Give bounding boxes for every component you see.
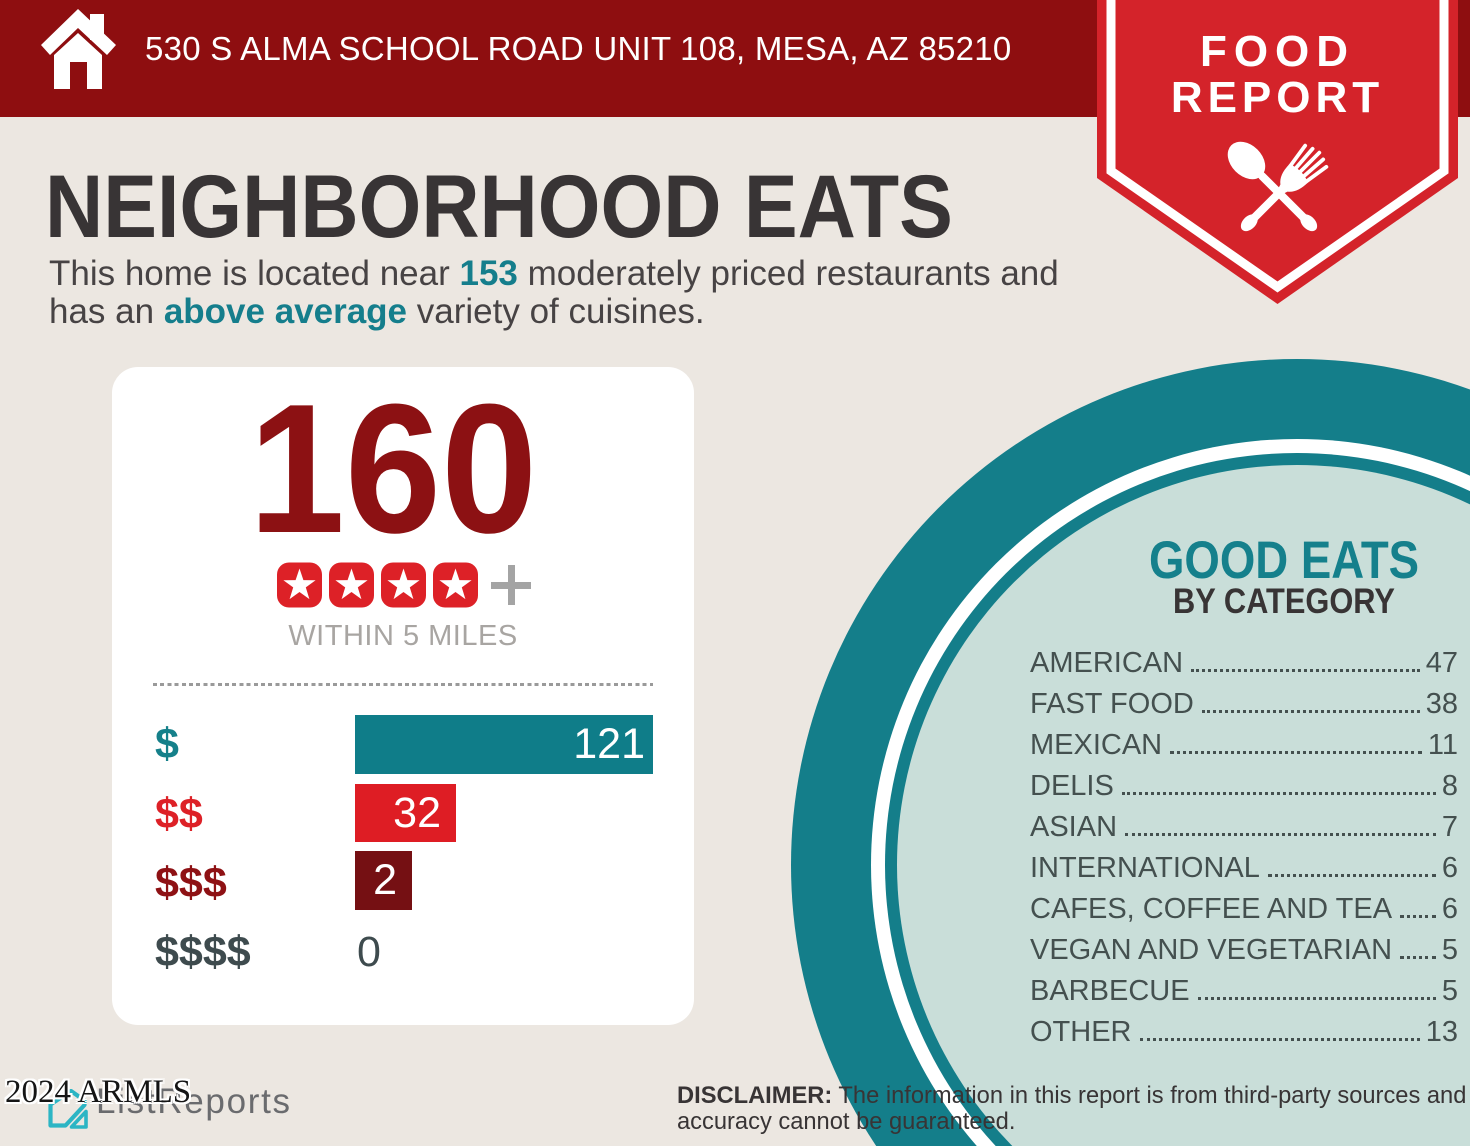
svg-text:FOOD: FOOD	[1200, 27, 1355, 76]
svg-text:REPORT: REPORT	[1171, 73, 1384, 122]
